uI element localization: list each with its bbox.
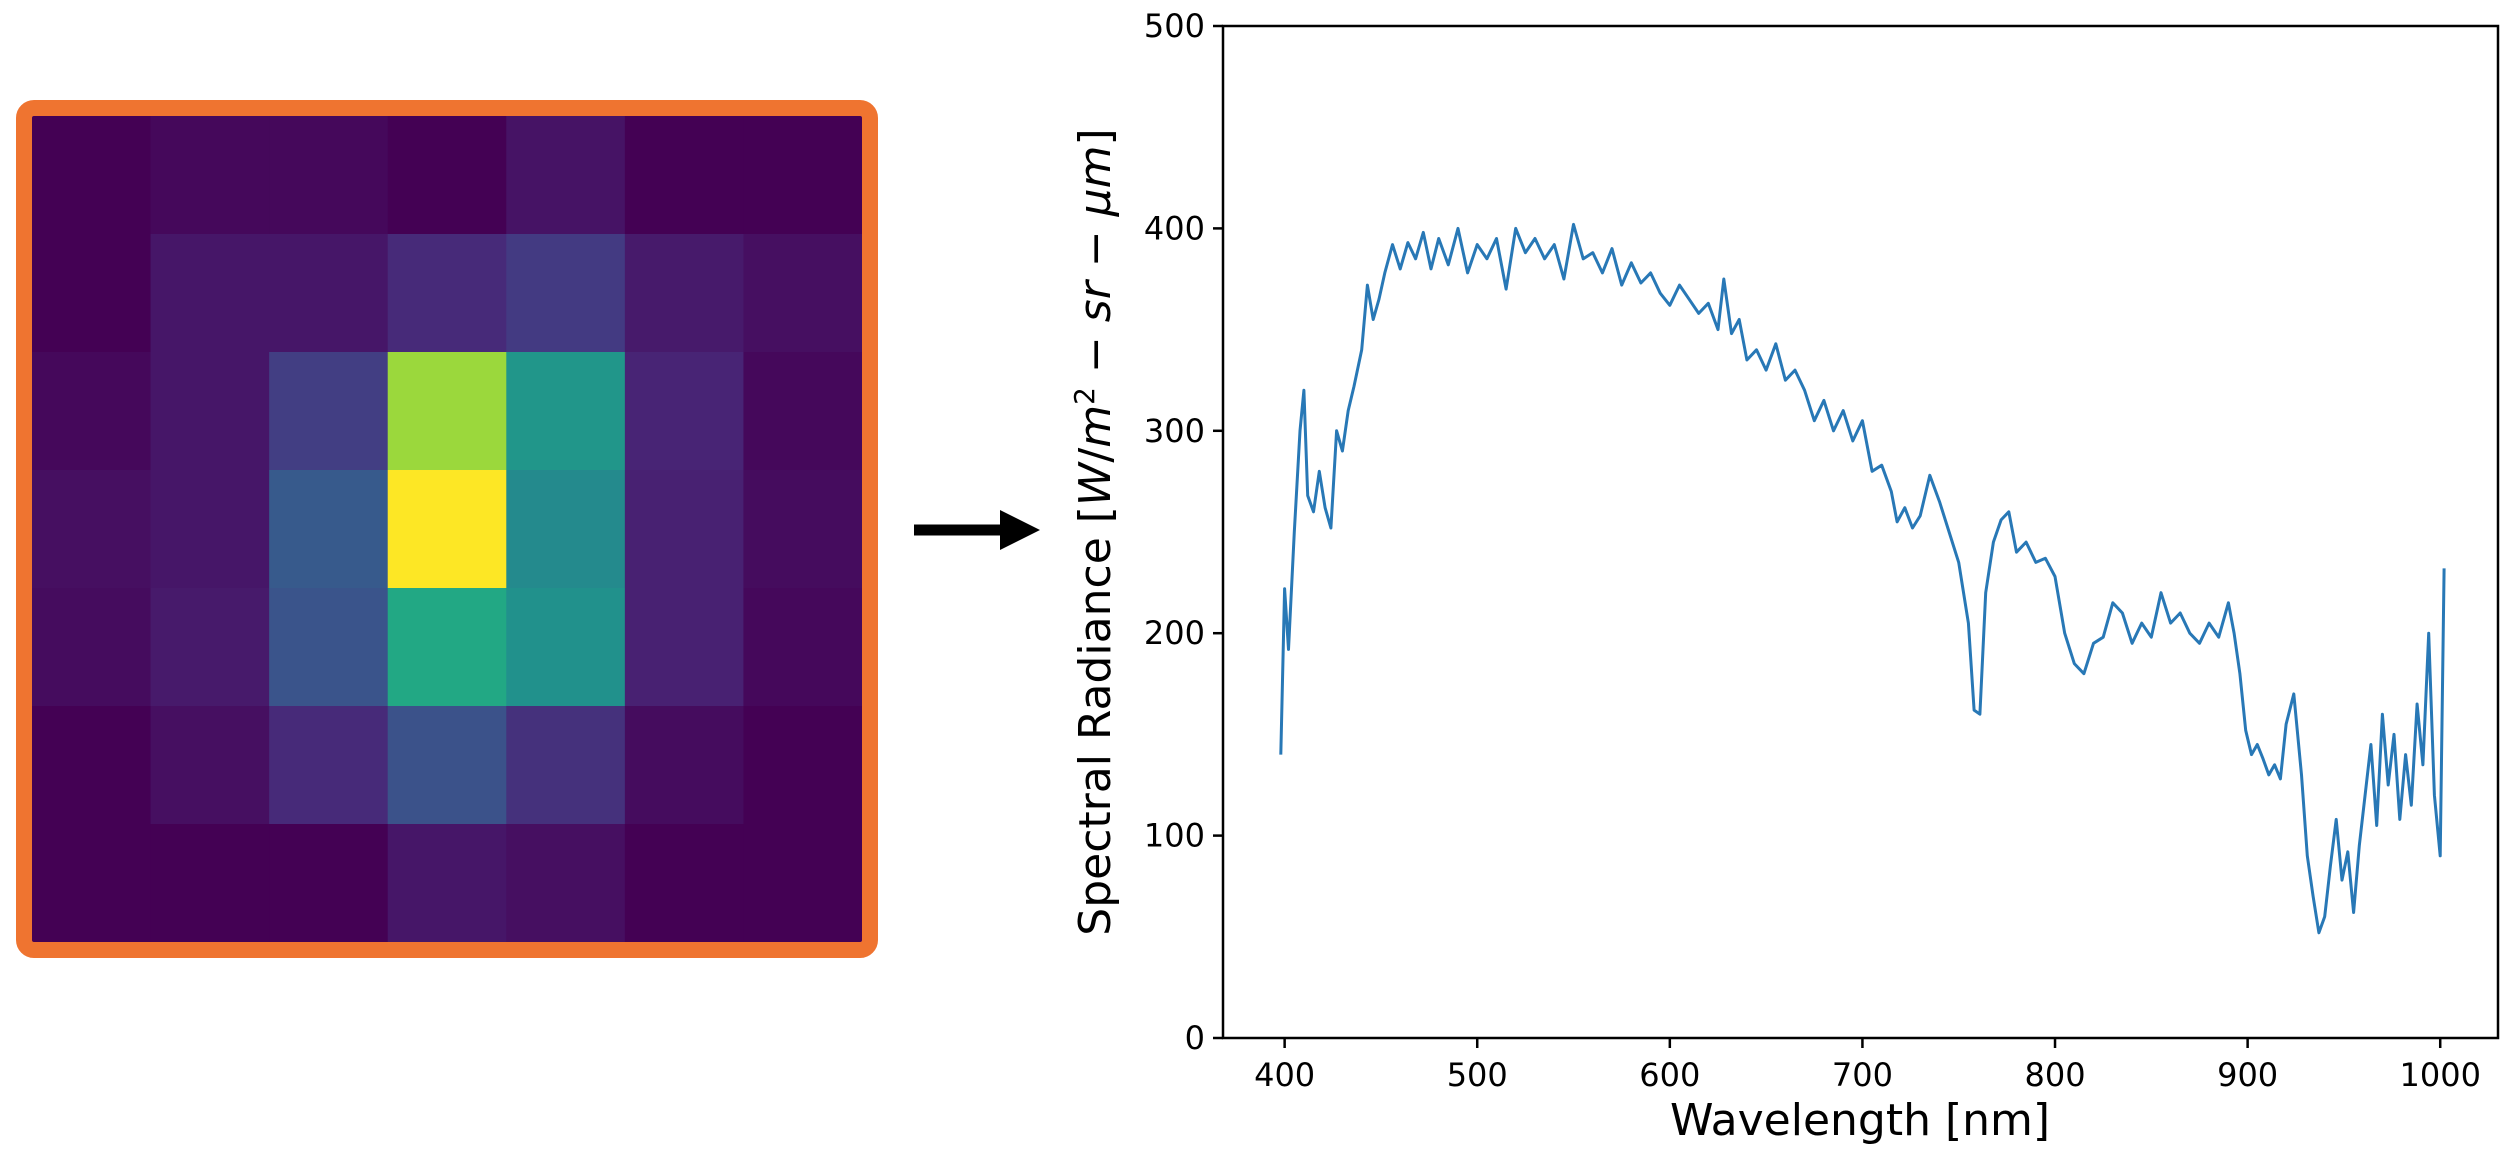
y-tick-label: 300 bbox=[1144, 412, 1205, 450]
heatmap-cell bbox=[506, 706, 626, 825]
heatmap-cell bbox=[387, 470, 507, 589]
heatmap-cell bbox=[506, 234, 626, 353]
y-title-exponent: 2 bbox=[1068, 387, 1101, 405]
heatmap-cell bbox=[387, 352, 507, 471]
x-tick-label: 900 bbox=[2217, 1056, 2278, 1094]
heatmap-cell bbox=[269, 470, 389, 589]
y-title-dash-2: − bbox=[1070, 216, 1121, 281]
heatmap-cell bbox=[743, 588, 863, 707]
x-axis: 400 500 600 700 800 900 1000 bbox=[1254, 1038, 2481, 1094]
heatmap-cell bbox=[743, 352, 863, 471]
heatmap-cell bbox=[32, 588, 152, 707]
heatmap-cell bbox=[624, 234, 745, 353]
heatmap-cell bbox=[150, 234, 270, 353]
heatmap-cell bbox=[32, 116, 152, 235]
heatmap-cell bbox=[150, 470, 270, 589]
heatmap-cell bbox=[32, 352, 152, 471]
heatmap-cell bbox=[743, 116, 863, 235]
y-title-um: μm bbox=[1070, 145, 1121, 217]
y-title-slash: / bbox=[1070, 448, 1121, 463]
heatmap-grid bbox=[32, 116, 863, 943]
y-title-W: W bbox=[1070, 461, 1121, 506]
heatmap-cell bbox=[624, 824, 745, 943]
heatmap-cell bbox=[150, 352, 270, 471]
heatmap-cell bbox=[387, 706, 507, 825]
heatmap-cell bbox=[269, 706, 389, 825]
plot-frame bbox=[1221, 24, 2500, 1040]
right-arrow-icon bbox=[914, 510, 1040, 550]
x-axis-title: Wavelength [nm] bbox=[1670, 1095, 2050, 1146]
y-tick-label: 200 bbox=[1144, 614, 1205, 652]
heatmap-cell bbox=[506, 588, 626, 707]
y-axis: 0 100 200 300 400 500 bbox=[1144, 7, 1223, 1057]
heatmap-cell bbox=[150, 706, 270, 825]
heatmap-frame bbox=[16, 100, 878, 958]
x-tick-label: 800 bbox=[2024, 1056, 2085, 1094]
heatmap-cell bbox=[743, 706, 863, 825]
y-title-suffix: ] bbox=[1070, 128, 1121, 145]
heatmap-cell bbox=[150, 824, 270, 943]
heatmap-cell bbox=[150, 588, 270, 707]
heatmap-cell bbox=[269, 116, 389, 235]
x-tick-label: 500 bbox=[1447, 1056, 1508, 1094]
x-tick-label: 600 bbox=[1639, 1056, 1700, 1094]
heatmap-cell bbox=[743, 234, 863, 353]
heatmap-cell bbox=[269, 234, 389, 353]
heatmap-cell bbox=[387, 588, 507, 707]
heatmap-cell bbox=[32, 824, 152, 943]
heatmap-cell bbox=[743, 824, 863, 943]
x-tick-label: 700 bbox=[1832, 1056, 1893, 1094]
heatmap-cell bbox=[32, 470, 152, 589]
heatmap-cell bbox=[269, 352, 389, 471]
series-layer bbox=[1279, 222, 2446, 935]
heatmap-cell bbox=[506, 116, 626, 235]
y-tick-label: 0 bbox=[1185, 1019, 1205, 1057]
y-title-sr: sr bbox=[1070, 278, 1121, 322]
heatmap-cell bbox=[387, 234, 507, 353]
heatmap-cell bbox=[150, 116, 270, 235]
heatmap-cell bbox=[32, 234, 152, 353]
heatmap-cell bbox=[624, 588, 745, 707]
spectral-radiance-line bbox=[1279, 222, 2446, 935]
heatmap-cell bbox=[506, 470, 626, 589]
heatmap-cell bbox=[743, 470, 863, 589]
y-tick-label: 500 bbox=[1144, 7, 1205, 45]
heatmap-cell bbox=[506, 824, 626, 943]
y-tick-label: 100 bbox=[1144, 817, 1205, 855]
heatmap-cell bbox=[387, 824, 507, 943]
y-title-m: m bbox=[1070, 405, 1121, 448]
y-axis-title: Spectral Radiance [W/m2 − sr − μm] bbox=[1068, 128, 1122, 935]
heatmap-cell bbox=[624, 116, 745, 235]
y-title-dash-1: − bbox=[1070, 322, 1121, 387]
heatmap-cell bbox=[269, 824, 389, 943]
heatmap-cell bbox=[624, 470, 745, 589]
heatmap-cell bbox=[387, 116, 507, 235]
heatmap-cell bbox=[624, 352, 745, 471]
y-tick-label: 400 bbox=[1144, 209, 1205, 247]
heatmap-cell bbox=[269, 588, 389, 707]
heatmap-cell bbox=[506, 352, 626, 471]
heatmap-cell bbox=[624, 706, 745, 825]
line-chart: 400 500 600 700 800 900 1000 0100200300400500 … bbox=[1068, 7, 2500, 1146]
x-tick-label: 400 bbox=[1254, 1056, 1315, 1094]
heatmap-cell bbox=[32, 706, 152, 825]
y-title-prefix: Spectral Radiance [ bbox=[1070, 506, 1121, 936]
heatmap-panel bbox=[16, 100, 878, 958]
x-tick-label: 1000 bbox=[2400, 1056, 2481, 1094]
